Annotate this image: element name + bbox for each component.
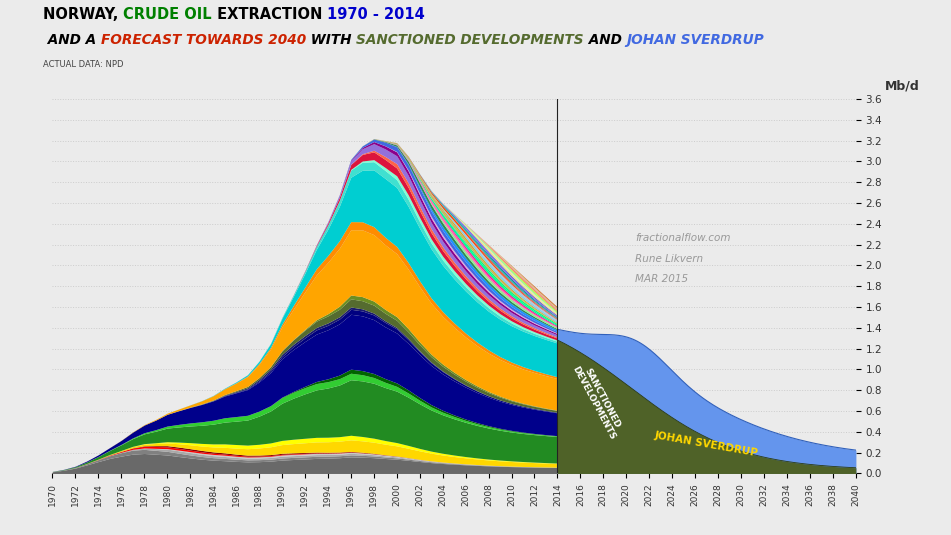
Text: JOHAN SVERDRUP: JOHAN SVERDRUP: [654, 430, 759, 458]
Text: AND: AND: [584, 33, 627, 47]
Text: ACTUAL DATA: NPD: ACTUAL DATA: NPD: [43, 60, 124, 69]
Text: SANCTIONED
DEVELOPMENTS: SANCTIONED DEVELOPMENTS: [570, 360, 625, 441]
Text: 1970 - 2014: 1970 - 2014: [327, 7, 425, 22]
Text: JOHAN SVERDRUP: JOHAN SVERDRUP: [627, 33, 765, 47]
Text: fractionalflow.com: fractionalflow.com: [635, 233, 730, 243]
Text: Rune Likvern: Rune Likvern: [635, 254, 703, 264]
Text: FORECAST TOWARDS 2040: FORECAST TOWARDS 2040: [101, 33, 306, 47]
Text: WITH: WITH: [306, 33, 357, 47]
Text: SANCTIONED DEVELOPMENTS: SANCTIONED DEVELOPMENTS: [357, 33, 584, 47]
Text: Mb/d: Mb/d: [885, 80, 920, 93]
Text: CRUDE OIL: CRUDE OIL: [124, 7, 212, 22]
Text: NORWAY,: NORWAY,: [43, 7, 124, 22]
Text: EXTRACTION: EXTRACTION: [212, 7, 327, 22]
Text: MAR 2015: MAR 2015: [635, 274, 688, 285]
Text: AND A: AND A: [43, 33, 101, 47]
